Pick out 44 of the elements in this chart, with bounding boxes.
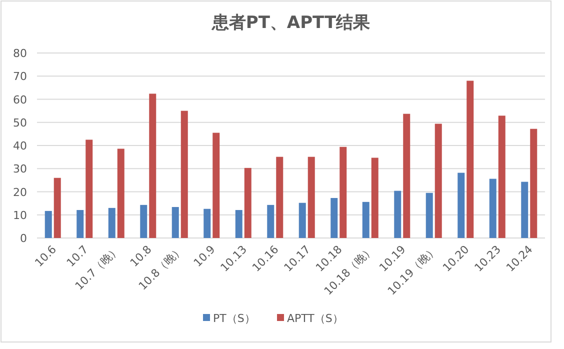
bar [521, 182, 528, 238]
bar [298, 202, 306, 238]
y-tick-label: 50 [13, 116, 27, 130]
bar [489, 178, 496, 238]
bar [86, 140, 93, 238]
y-tick-label: 40 [13, 140, 27, 152]
bar [498, 116, 506, 238]
chart-title: 患者PT、APTT结果 [210, 13, 372, 33]
bar [149, 94, 156, 238]
bar [371, 158, 378, 238]
bar [426, 192, 433, 238]
bar [172, 207, 179, 238]
bar [76, 210, 84, 238]
bar [108, 208, 116, 238]
y-tick-label: 20 [13, 186, 27, 199]
bar [276, 156, 284, 238]
bar [362, 202, 370, 238]
bar [117, 148, 124, 238]
bar [267, 204, 274, 238]
bar [434, 124, 442, 238]
bar [458, 172, 465, 238]
bar [394, 190, 402, 238]
bar [530, 128, 538, 238]
bar [466, 80, 474, 238]
bar [44, 210, 52, 238]
y-tick-label: 70 [13, 70, 27, 84]
bar [235, 210, 242, 238]
y-tick-label: 30 [13, 162, 27, 176]
bar [244, 168, 252, 238]
bar [308, 156, 315, 238]
legend-label: PT（S） [213, 312, 256, 325]
y-tick-label: 60 [13, 93, 27, 106]
bar [204, 208, 211, 238]
bar [140, 204, 148, 238]
legend-label: APTT（S） [287, 312, 344, 325]
y-tick-label: 10 [13, 208, 27, 222]
y-tick-label: 0 [20, 232, 27, 245]
bar [340, 146, 347, 238]
bar [330, 198, 338, 238]
bar [54, 178, 61, 238]
y-tick-label: 80 [13, 47, 27, 60]
bar [180, 110, 188, 238]
bar [212, 132, 220, 238]
bar [403, 114, 410, 238]
